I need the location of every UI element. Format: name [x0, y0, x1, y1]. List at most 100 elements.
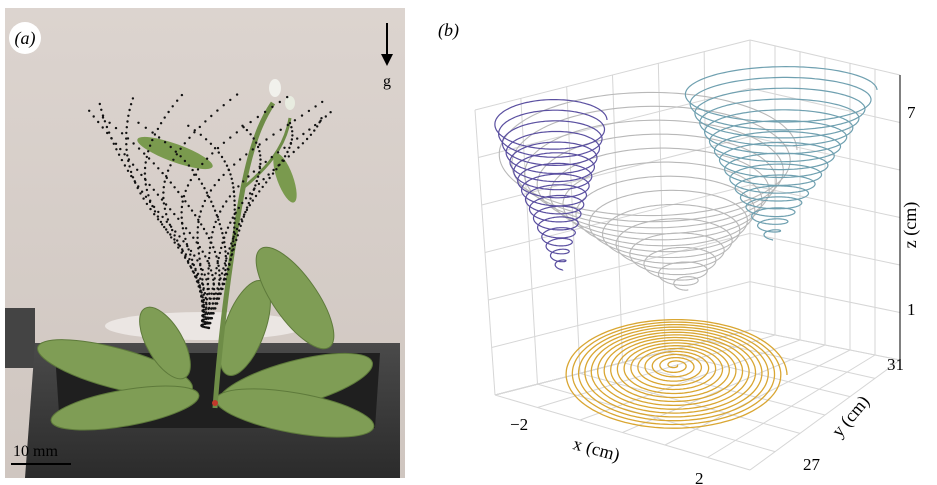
trajectory-dot: [244, 197, 248, 200]
trajectory-dot: [227, 268, 230, 271]
trajectory-dot: [130, 174, 133, 178]
trajectory-dot: [178, 235, 181, 238]
trajectory-dot: [278, 163, 281, 166]
trajectory-dot: [233, 203, 236, 207]
trajectory-dot: [156, 215, 160, 218]
trajectory-dot: [200, 299, 204, 302]
trajectory-dot: [202, 323, 205, 326]
trajectory-dot: [231, 216, 234, 219]
trajectory-dot: [249, 133, 252, 136]
trajectory-dot: [232, 235, 235, 238]
panel-b-label: (b): [438, 20, 459, 41]
trajectory-dot: [229, 221, 232, 224]
trajectory-dot: [148, 183, 151, 187]
trajectory-dot: [289, 142, 293, 145]
trajectory-dot: [177, 217, 180, 220]
trajectory-dot: [177, 190, 180, 194]
trajectory-dot: [201, 250, 204, 253]
trajectory-dot: [169, 181, 172, 184]
trajectory-dot: [200, 182, 204, 185]
trajectory-dot: [196, 272, 200, 275]
trajectory-dot: [300, 114, 304, 117]
grid-line: [707, 340, 876, 379]
trajectory-dot: [302, 132, 305, 136]
trajectory-dot: [210, 241, 213, 244]
trajectory-dot: [197, 252, 201, 255]
trajectory-path: [494, 99, 608, 271]
y-tick-label: 31: [887, 355, 904, 374]
trajectory-dot: [233, 199, 236, 202]
trajectory-dot: [199, 289, 202, 292]
trajectory-dot: [264, 160, 267, 164]
trajectory-dot: [207, 311, 210, 315]
trajectory-dot: [305, 137, 309, 141]
trajectory-dot: [210, 292, 213, 295]
trajectory-dot: [101, 126, 104, 129]
trajectory-dot: [258, 143, 261, 146]
trajectory-dot: [208, 302, 211, 305]
trajectory-dot: [208, 306, 211, 310]
trajectory-dot: [211, 152, 214, 155]
trajectory-dot: [241, 201, 244, 205]
trajectory-dot: [224, 250, 227, 253]
trajectory-dot: [216, 261, 219, 265]
trajectory-dot: [188, 136, 191, 139]
trajectory-dot: [196, 231, 199, 234]
trajectory-dot: [220, 272, 224, 275]
trajectory-dot: [198, 257, 201, 260]
trajectory-dot: [288, 121, 292, 125]
trajectory-dot: [169, 164, 172, 167]
trajectory-dot: [157, 210, 160, 214]
trajectory-dot: [101, 114, 105, 117]
trajectory-dot: [222, 173, 225, 177]
trajectory-dot: [209, 142, 213, 145]
trajectory-dot: [218, 251, 222, 255]
trajectory-dot: [218, 223, 221, 226]
trajectory-dot: [217, 178, 221, 182]
scale-bar-label: 10 mm: [13, 443, 58, 460]
trajectory-dot: [117, 153, 121, 156]
trajectory-dot: [126, 120, 129, 123]
trajectory-dot: [105, 125, 109, 129]
trajectory-dot: [157, 167, 160, 170]
trajectory-dot: [189, 265, 192, 268]
trajectory-dot: [313, 129, 316, 132]
trajectory-dot: [112, 142, 116, 145]
trajectory-dot: [286, 95, 289, 99]
branch-stem: [242, 117, 292, 190]
trajectory-dot: [137, 185, 140, 188]
trajectory-dot: [232, 186, 235, 189]
trajectory-dot: [301, 142, 305, 145]
trajectory-dot: [220, 246, 223, 250]
trajectory-dot: [201, 278, 204, 281]
trajectory-dot: [216, 109, 219, 112]
panel-b-3d-plot: (b) 7 1 z (cm) 31 27 y (cm) −2 2 x (cm): [438, 20, 921, 485]
trajectory-dot: [309, 133, 313, 136]
trajectory-dot: [205, 306, 208, 309]
trajectory-dot: [217, 297, 220, 300]
trajectory-dot: [202, 308, 205, 312]
trajectory-dot: [219, 210, 222, 213]
trajectory-dot: [126, 169, 130, 172]
trajectory-dot: [329, 111, 332, 114]
trajectory-dot: [197, 178, 201, 181]
trajectory-yz-projection: [684, 65, 878, 241]
trajectory-dot: [166, 218, 170, 221]
trajectory-dot: [181, 248, 184, 251]
trajectory-dot: [195, 241, 198, 244]
trajectory-dot: [123, 153, 126, 156]
trajectory-dot: [184, 237, 187, 241]
trajectory-dot: [314, 105, 317, 108]
trajectory-dot: [204, 255, 207, 258]
trajectory-dot: [256, 145, 260, 149]
trajectory-dot: [235, 93, 239, 96]
trajectory-dot: [98, 102, 102, 106]
grid-line: [484, 184, 751, 253]
trajectory-dot: [207, 287, 210, 291]
trajectory-dot: [165, 228, 168, 231]
trajectory-dot: [242, 180, 245, 183]
trajectory-dot: [324, 115, 327, 118]
trajectory-dot: [180, 205, 184, 209]
trajectory-dot: [174, 230, 177, 233]
trajectory-dot: [162, 186, 165, 189]
